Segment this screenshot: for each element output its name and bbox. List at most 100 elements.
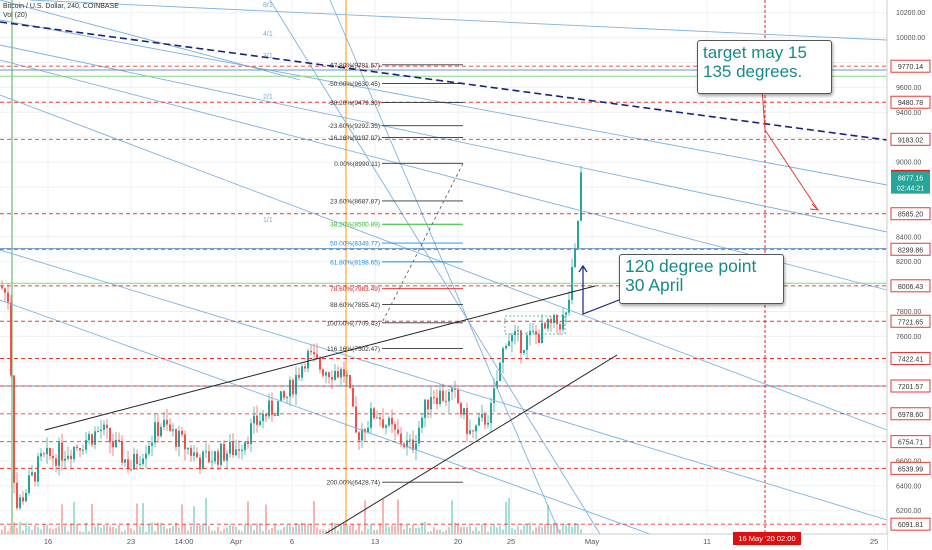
candle-body — [166, 419, 168, 425]
volume-bar — [217, 526, 219, 534]
volume-bar — [10, 526, 12, 534]
fib-level-label: 100.00%(7709.43) — [327, 320, 381, 327]
volume-bar — [274, 524, 276, 534]
candle-body — [424, 399, 426, 418]
volume-bar — [277, 530, 279, 534]
candle-body — [73, 446, 75, 460]
candle-body — [322, 369, 324, 376]
pointer-arrow-path — [582, 266, 620, 315]
candle-body — [310, 350, 312, 353]
annotation-line: 120 degree point — [625, 256, 757, 276]
volume-bar — [319, 529, 321, 534]
volume-bar — [253, 529, 255, 534]
candle-body — [460, 403, 462, 415]
volume-bar — [508, 498, 510, 534]
candle-body — [568, 299, 570, 313]
candle-body — [292, 379, 294, 395]
volume-bar — [202, 523, 204, 534]
volume-bar — [406, 525, 408, 534]
candle-body — [64, 458, 66, 461]
price-level-tag-label: 6754.71 — [898, 440, 923, 447]
gann-fan-line — [29, 0, 888, 41]
candle-body — [475, 425, 477, 432]
volume-bar — [154, 531, 156, 534]
candle-body — [85, 440, 87, 450]
candle-body — [250, 423, 252, 445]
price-level-tag-label: 9480.78 — [898, 100, 923, 107]
time-tick-label: 14:00 — [175, 537, 194, 546]
volume-bar — [199, 525, 201, 534]
target-arrow-head — [809, 203, 820, 211]
candle-body — [463, 408, 465, 415]
time-tick-label: May — [585, 537, 599, 546]
volume-bar — [103, 524, 105, 534]
volume-bar — [16, 527, 18, 534]
fib-level-label: 23.60%(8687.87) — [330, 198, 380, 205]
volume-bar — [355, 529, 357, 534]
candle-body — [163, 419, 165, 427]
volume-bar — [496, 527, 498, 534]
volume-bar — [430, 531, 432, 534]
volume-bar — [382, 498, 384, 534]
time-tick-label: 11 — [703, 537, 711, 546]
wedge-lower-line — [324, 354, 618, 535]
volume-bar — [187, 530, 189, 534]
candle-body — [172, 429, 174, 431]
volume-bar — [73, 502, 75, 534]
volume-bar — [310, 523, 312, 534]
candle-body — [214, 451, 216, 462]
volume-bar — [250, 524, 252, 534]
volume-bar — [1, 529, 3, 534]
volume-bar — [172, 525, 174, 534]
candle-body — [535, 331, 537, 335]
volume-bar — [286, 524, 288, 534]
candle-body — [307, 350, 309, 369]
volume-bar — [85, 522, 87, 534]
candle-body — [112, 442, 114, 448]
volume-bar — [13, 522, 15, 534]
candle-body — [10, 302, 12, 376]
volume-bar — [196, 525, 198, 534]
volume-bar — [349, 525, 351, 534]
volume-bar — [142, 503, 144, 534]
volume-bar — [418, 527, 420, 534]
time-tick-label: 16 — [44, 537, 52, 546]
volume-bar — [316, 527, 318, 534]
candle-body — [277, 401, 279, 416]
volume-bar — [454, 522, 456, 534]
price-tick-label: 6200.00 — [896, 508, 921, 515]
volume-bar — [121, 531, 123, 534]
candle-body — [79, 447, 81, 451]
candle-body — [355, 406, 357, 433]
annotation-target-may-15[interactable]: target may 15 135 degrees. — [697, 40, 832, 94]
volume-bar — [34, 525, 36, 534]
price-level-tag-label: 8585.20 — [898, 212, 923, 219]
annotation-line: target may 15 — [703, 43, 807, 62]
price-level-tag-label: 9770.14 — [898, 64, 923, 71]
candle-body — [349, 375, 351, 388]
volume-bar — [304, 523, 306, 534]
candle-body — [289, 379, 291, 397]
candle-body — [433, 397, 435, 399]
volume-bar — [556, 522, 558, 534]
price-tick-label: 8200.00 — [896, 259, 921, 266]
volume-bar — [262, 531, 264, 534]
candle-body — [181, 430, 183, 435]
candle-body — [121, 441, 123, 463]
volume-bar — [565, 524, 567, 534]
volume-bar — [361, 531, 363, 534]
candle-body — [316, 354, 318, 358]
candle-body — [505, 346, 507, 349]
candle-body — [436, 397, 438, 405]
wedge-upper-line — [44, 285, 596, 431]
annotation-120-degree-point[interactable]: 120 degree point 30 April — [619, 254, 784, 304]
volume-bar — [76, 524, 78, 534]
volume-bar — [337, 530, 339, 534]
candle-body — [340, 369, 342, 378]
candle-body — [304, 366, 306, 369]
volume-bar — [463, 526, 465, 534]
volume-bar — [523, 524, 525, 534]
volume-bar — [364, 500, 366, 534]
candle-body — [226, 453, 228, 461]
target-arrow-path — [761, 87, 819, 211]
